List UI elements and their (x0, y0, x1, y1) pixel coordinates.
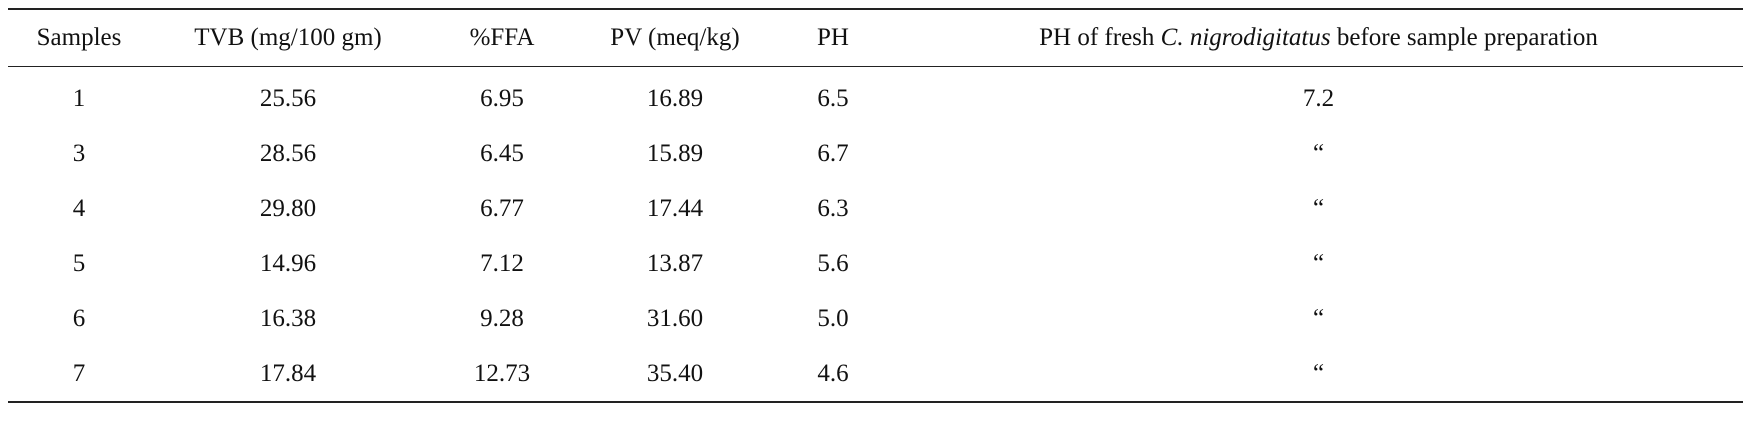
table-row: 1 25.56 6.95 16.89 6.5 7.2 (8, 67, 1743, 127)
cell-tvb: 25.56 (259, 84, 317, 112)
cell-pv: 16.89 (646, 84, 704, 112)
cell-sample: 5 (72, 249, 86, 277)
header-fresh-species: C. nigrodigitatus (1160, 24, 1331, 51)
cell-fresh-ph: “ (1312, 139, 1325, 167)
table-row: 6 16.38 9.28 31.60 5.0 “ (8, 291, 1743, 346)
cell-pv: 35.40 (646, 359, 704, 387)
cell-ffa: 6.77 (480, 194, 524, 222)
cell-ffa: 6.95 (480, 84, 524, 112)
table-header: Samples TVB (mg/100 gm) %FFA PV (meq/kg)… (8, 9, 1743, 67)
sample-analysis-table: Samples TVB (mg/100 gm) %FFA PV (meq/kg)… (8, 8, 1743, 403)
cell-ffa: 9.28 (480, 304, 524, 332)
cell-pv: 31.60 (646, 304, 704, 332)
header-fresh-suffix: before sample preparation (1330, 24, 1598, 51)
table-body: 1 25.56 6.95 16.89 6.5 7.2 3 28.56 6.45 … (8, 67, 1743, 402)
header-pv: PV (meq/kg) (610, 24, 740, 51)
header-samples: Samples (36, 24, 122, 51)
cell-ph: 5.0 (817, 304, 849, 332)
header-tvb: TVB (mg/100 gm) (194, 24, 382, 51)
cell-tvb: 16.38 (259, 304, 317, 332)
cell-fresh-ph: “ (1312, 304, 1325, 332)
cell-sample: 6 (72, 304, 86, 332)
cell-ffa: 6.45 (480, 139, 524, 167)
header-fresh-ph: PH of fresh C. nigrodigitatus before sam… (894, 9, 1743, 67)
table-row: 4 29.80 6.77 17.44 6.3 “ (8, 181, 1743, 236)
cell-tvb: 29.80 (259, 194, 317, 222)
cell-ph: 6.7 (817, 139, 849, 167)
cell-sample: 4 (72, 194, 86, 222)
cell-sample: 1 (72, 84, 86, 112)
cell-ph: 5.6 (817, 249, 849, 277)
cell-pv: 13.87 (646, 249, 704, 277)
table-row: 7 17.84 12.73 35.40 4.6 “ (8, 346, 1743, 402)
cell-ph: 4.6 (817, 359, 849, 387)
table-row: 5 14.96 7.12 13.87 5.6 “ (8, 236, 1743, 291)
cell-sample: 7 (72, 359, 86, 387)
cell-fresh-ph: “ (1312, 194, 1325, 222)
header-row: Samples TVB (mg/100 gm) %FFA PV (meq/kg)… (8, 9, 1743, 67)
header-ph: PH (817, 24, 849, 51)
cell-fresh-ph: 7.2 (1302, 84, 1335, 112)
cell-tvb: 17.84 (259, 359, 317, 387)
cell-tvb: 28.56 (259, 139, 317, 167)
cell-tvb: 14.96 (259, 249, 317, 277)
header-ffa: %FFA (469, 24, 535, 51)
cell-fresh-ph: “ (1312, 359, 1325, 387)
cell-ffa: 12.73 (473, 359, 531, 387)
cell-fresh-ph: “ (1312, 249, 1325, 277)
table-row: 3 28.56 6.45 15.89 6.7 “ (8, 126, 1743, 181)
header-fresh-prefix: PH of fresh (1039, 24, 1161, 51)
cell-sample: 3 (72, 139, 86, 167)
cell-pv: 15.89 (646, 139, 704, 167)
cell-ph: 6.5 (817, 84, 849, 112)
cell-pv: 17.44 (646, 194, 704, 222)
cell-ph: 6.3 (817, 194, 849, 222)
cell-ffa: 7.12 (480, 249, 524, 277)
